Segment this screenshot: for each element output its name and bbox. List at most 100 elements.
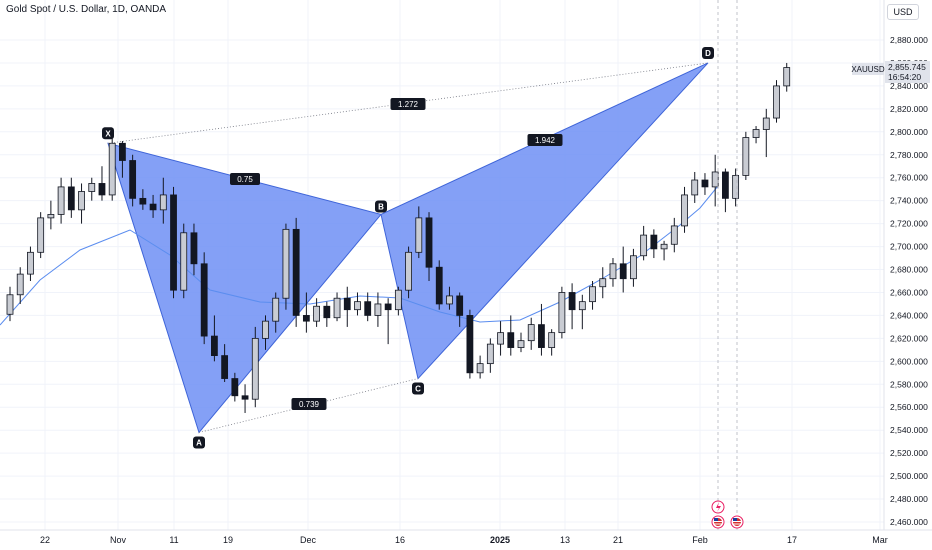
candle[interactable] (650, 229, 658, 259)
candle[interactable] (711, 154, 719, 207)
candle[interactable] (568, 283, 576, 330)
candle[interactable] (435, 260, 443, 310)
candle[interactable] (527, 317, 535, 350)
candle[interactable] (599, 267, 607, 299)
candle[interactable] (773, 80, 780, 123)
candle[interactable] (210, 315, 218, 362)
candle[interactable] (507, 315, 515, 356)
candle[interactable] (78, 183, 85, 224)
candle[interactable] (425, 212, 433, 281)
candle[interactable] (159, 177, 167, 224)
candle[interactable] (354, 292, 361, 316)
candle[interactable] (538, 303, 545, 356)
candle[interactable] (231, 372, 239, 402)
y-tick-label: 2,680.000 (890, 265, 928, 275)
candle[interactable] (37, 212, 45, 259)
candle[interactable] (272, 292, 280, 333)
ratio-label[interactable]: 0.75 (230, 173, 260, 185)
candle[interactable] (190, 223, 198, 276)
candle[interactable] (456, 292, 464, 327)
candle[interactable] (16, 267, 24, 304)
candle[interactable] (732, 168, 740, 207)
candle[interactable] (221, 344, 229, 382)
candle[interactable] (200, 252, 208, 345)
ratio-label[interactable]: 1.942 (527, 134, 563, 146)
candle[interactable] (374, 292, 382, 327)
candle[interactable] (405, 246, 412, 299)
us-flag-event-icon[interactable] (711, 515, 725, 529)
candle[interactable] (722, 168, 729, 213)
x-tick-label: Feb (692, 535, 708, 545)
candle[interactable] (313, 298, 321, 327)
candle[interactable] (98, 166, 106, 201)
candle[interactable] (630, 248, 637, 287)
candle[interactable] (466, 309, 474, 379)
candle[interactable] (241, 384, 249, 413)
pattern-point-label[interactable]: A (193, 436, 205, 449)
candle[interactable] (670, 217, 678, 253)
candle[interactable] (67, 177, 75, 218)
candle[interactable] (180, 223, 188, 299)
candle[interactable] (302, 292, 310, 333)
x-tick-label: 22 (40, 535, 50, 545)
candle[interactable] (170, 186, 177, 299)
y-tick-label: 2,580.000 (890, 379, 928, 389)
candle[interactable] (691, 171, 699, 203)
pattern-point-label[interactable]: C (412, 382, 424, 395)
candle[interactable] (88, 177, 96, 201)
y-tick-label: 2,760.000 (890, 173, 928, 183)
lightning-event-icon[interactable] (711, 500, 725, 514)
ratio-label[interactable]: 1.272 (390, 98, 426, 110)
us-flag-event-icon[interactable] (730, 515, 744, 529)
xab-triangle[interactable] (107, 142, 382, 434)
candle[interactable] (578, 294, 586, 330)
candle[interactable] (394, 286, 402, 316)
candle[interactable] (476, 355, 484, 379)
candle[interactable] (364, 292, 372, 322)
candle[interactable] (108, 137, 116, 201)
candle[interactable] (681, 186, 688, 233)
pattern-point-label[interactable]: B (375, 200, 387, 213)
x-tick-label: 11 (169, 535, 178, 545)
candle[interactable] (640, 225, 648, 261)
candle[interactable] (282, 223, 290, 310)
candle[interactable] (119, 140, 126, 178)
candle[interactable] (446, 286, 453, 310)
candle[interactable] (589, 281, 596, 310)
svg-text:1.272: 1.272 (398, 100, 419, 109)
candle[interactable] (384, 298, 392, 345)
candle[interactable] (333, 292, 341, 322)
candle[interactable] (27, 246, 34, 281)
candle[interactable] (762, 108, 770, 158)
candle[interactable] (415, 206, 423, 259)
candle[interactable] (343, 286, 351, 327)
pattern-point-label[interactable]: D (702, 46, 714, 59)
candle[interactable] (497, 321, 504, 356)
candle[interactable] (558, 286, 566, 339)
candle[interactable] (783, 62, 791, 92)
candle[interactable] (660, 240, 668, 261)
currency-button[interactable]: USD (887, 4, 919, 20)
candle[interactable] (742, 131, 750, 181)
svg-text:0.739: 0.739 (299, 400, 320, 409)
candle[interactable] (6, 286, 14, 322)
candle[interactable] (548, 329, 556, 356)
ratio-label[interactable]: 0.739 (291, 398, 327, 410)
candle[interactable] (149, 194, 157, 218)
candle[interactable] (323, 301, 331, 327)
candle[interactable] (139, 189, 147, 210)
pattern-point-label[interactable]: X (102, 127, 114, 140)
candle[interactable] (262, 315, 269, 350)
candle[interactable] (486, 338, 494, 373)
candle[interactable] (47, 200, 55, 230)
candle[interactable] (701, 173, 709, 195)
candle[interactable] (619, 246, 627, 293)
candle[interactable] (609, 258, 617, 287)
candle[interactable] (251, 326, 259, 408)
candle[interactable] (292, 217, 300, 327)
candle[interactable] (752, 126, 760, 144)
candle[interactable] (129, 154, 137, 207)
candle[interactable] (517, 332, 525, 353)
candle[interactable] (57, 177, 65, 224)
